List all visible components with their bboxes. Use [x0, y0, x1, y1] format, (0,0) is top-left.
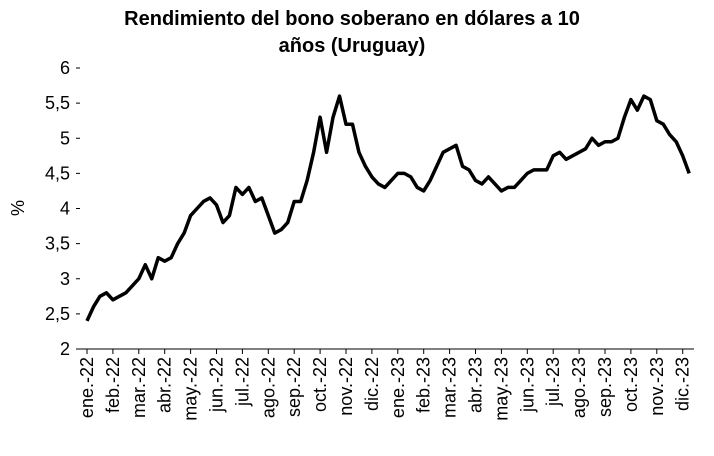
x-tick-label: nov.-22 — [336, 357, 356, 416]
x-tick-label: sep.-23 — [595, 357, 615, 417]
x-tick-label: sep.-22 — [284, 357, 304, 417]
y-tick-label: 2,5 — [45, 304, 70, 324]
x-tick-label: jul.-22 — [232, 357, 252, 407]
x-tick-label: ago.-22 — [258, 357, 278, 418]
y-tick-label: 6 — [60, 58, 70, 78]
x-tick-label: may.-23 — [491, 357, 511, 421]
x-tick-label: jul.-23 — [543, 357, 563, 407]
y-tick-label: 3 — [60, 269, 70, 289]
x-tick-label: oct.-22 — [310, 357, 330, 412]
y-tick-label: 5 — [60, 128, 70, 148]
y-tick-label: 2 — [60, 339, 70, 359]
chart-subtitle: años (Uruguay) — [279, 35, 426, 57]
y-tick-label: 4 — [60, 199, 70, 219]
x-tick-label: ago.-23 — [569, 357, 589, 418]
y-tick-label: 5,5 — [45, 93, 70, 113]
y-axis-label: % — [8, 200, 28, 216]
y-tick-label: 4,5 — [45, 163, 70, 183]
y-tick-label: 3,5 — [45, 234, 70, 254]
x-tick-label: mar.-22 — [129, 357, 149, 418]
x-tick-label: jun.-23 — [517, 357, 537, 413]
x-tick-label: dic.-22 — [362, 357, 382, 411]
x-tick-label: may.-22 — [181, 357, 201, 421]
x-tick-label: ene.-22 — [77, 357, 97, 418]
x-tick-label: nov.-23 — [647, 357, 667, 416]
x-tick-label: feb.-22 — [103, 357, 123, 413]
x-tick-label: abr.-22 — [155, 357, 175, 413]
x-tick-label: mar.-23 — [440, 357, 460, 418]
x-tick-label: jun.-22 — [207, 357, 227, 413]
x-tick-label: ene.-23 — [388, 357, 408, 418]
chart-title: Rendimiento del bono soberano en dólares… — [124, 8, 580, 30]
x-tick-label: abr.-23 — [466, 357, 486, 413]
x-tick-label: feb.-23 — [414, 357, 434, 413]
x-tick-label: oct.-23 — [621, 357, 641, 412]
line — [85, 94, 691, 322]
x-tick-label: dic.-23 — [673, 357, 693, 411]
